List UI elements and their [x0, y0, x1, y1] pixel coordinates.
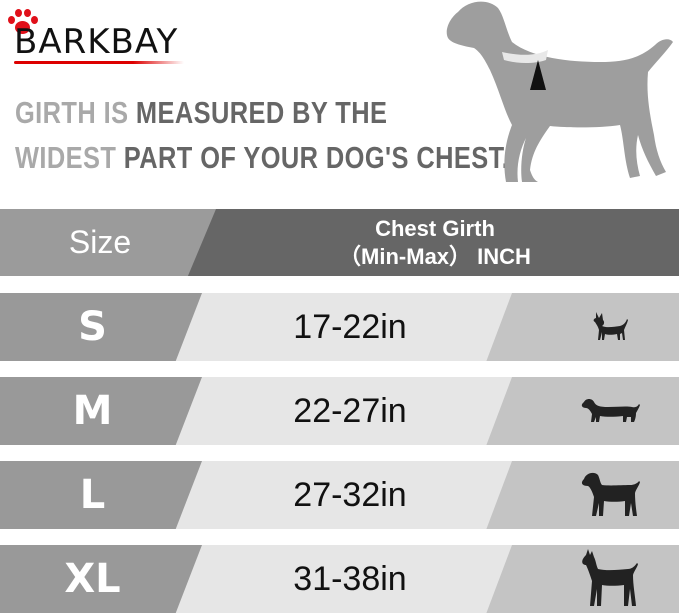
great-dane-icon — [540, 545, 679, 613]
size-cell — [0, 293, 202, 361]
headline-line-2: WIDEST PART OF YOUR DOG'S CHEST. — [15, 140, 510, 175]
dachshund-icon — [540, 377, 679, 445]
logo-text: BARKBAY — [14, 22, 179, 62]
header-girth-label: Chest Girth （Min-Max） INCH — [339, 215, 531, 269]
size-cell — [0, 377, 202, 445]
header-size-cell — [0, 209, 216, 276]
girth-value: 17-22in — [293, 307, 407, 346]
size-label: XL — [64, 556, 121, 602]
size-cell — [0, 461, 202, 529]
header-size-label: Size — [68, 224, 132, 260]
table-row: M 22-27in — [0, 377, 679, 445]
logo-underline — [14, 61, 184, 64]
table-row: S 17-22in — [0, 293, 679, 361]
size-label: L — [79, 472, 106, 518]
chihuahua-icon — [540, 293, 679, 361]
size-cell — [0, 545, 202, 613]
girth-value: 31-38in — [293, 559, 407, 598]
size-label: M — [72, 388, 113, 434]
size-label: S — [78, 304, 107, 350]
girth-value: 27-32in — [293, 475, 407, 514]
labrador-icon — [540, 461, 679, 529]
table-header: Size Chest Girth （Min-Max） INCH — [0, 209, 679, 276]
girth-value: 22-27in — [293, 391, 407, 430]
table-row: XL 31-38in — [0, 545, 679, 613]
measured-dog-illustration — [446, 1, 673, 183]
headline-line-1: GIRTH IS MEASURED BY THE — [15, 95, 388, 130]
table-row: L 27-32in — [0, 461, 679, 529]
